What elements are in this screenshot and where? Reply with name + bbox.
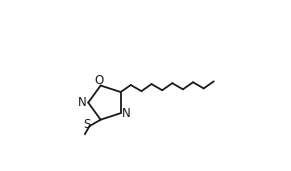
Text: N: N xyxy=(78,96,87,109)
Text: O: O xyxy=(94,74,104,87)
Text: S: S xyxy=(83,118,91,131)
Text: N: N xyxy=(122,107,131,120)
